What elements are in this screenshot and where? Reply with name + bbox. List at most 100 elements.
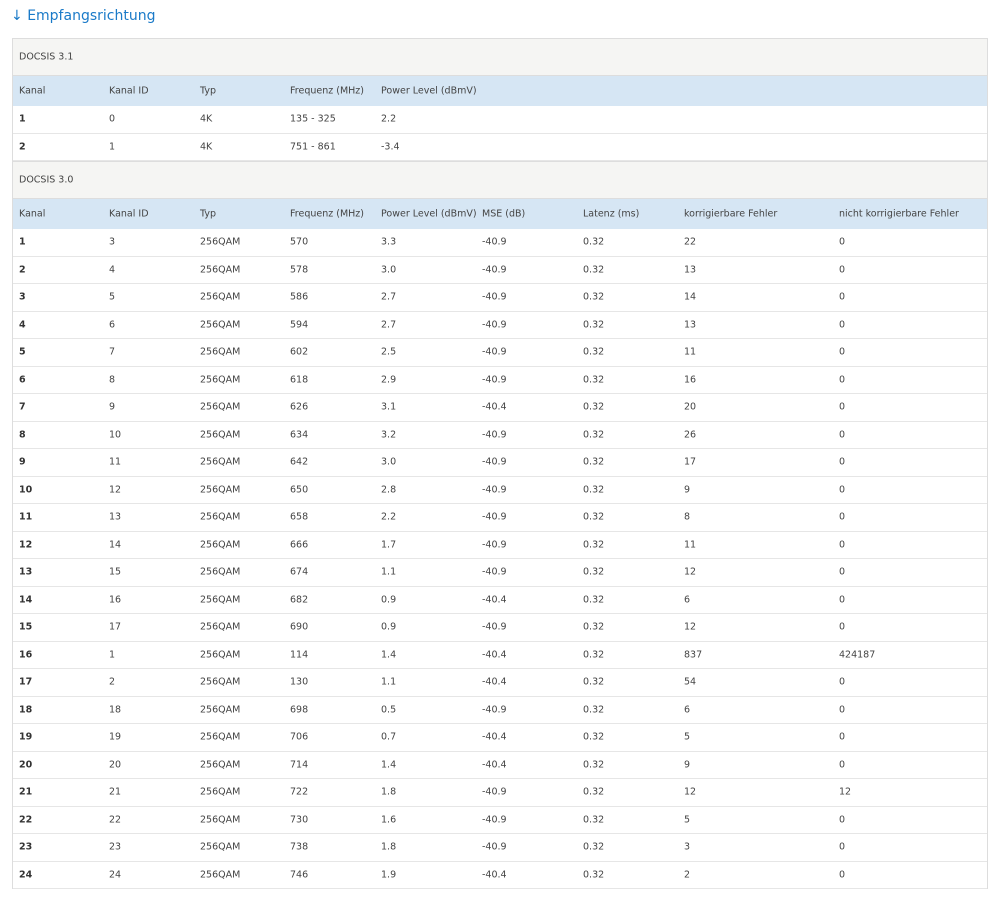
table-cell: 0 <box>839 456 846 468</box>
table-cell: 2.7 <box>381 291 397 303</box>
table-cell: 14 <box>19 594 33 606</box>
table-cell: 7 <box>109 346 116 358</box>
table-cell: -40.9 <box>482 264 507 276</box>
table-cell: 256QAM <box>200 759 241 771</box>
table-cell: 3.2 <box>381 429 397 441</box>
table-cell: 0.32 <box>583 319 605 331</box>
table-cell: 114 <box>290 649 309 661</box>
table-cell: -40.9 <box>482 511 507 523</box>
table-cell: 706 <box>290 731 309 743</box>
table-cell: -40.9 <box>482 566 507 578</box>
table-cell: 1.1 <box>381 566 397 578</box>
table-row: 2 1 4K 751 - 861 -3.4 <box>13 133 987 161</box>
table-cell: 20 <box>684 401 697 413</box>
table-cell: -40.4 <box>482 594 507 606</box>
table-cell: 0 <box>839 594 846 606</box>
table-cell: -40.9 <box>482 484 507 496</box>
table-cell: 256QAM <box>200 841 241 853</box>
table-cell: 0.32 <box>583 401 605 413</box>
table-cell: 1.4 <box>381 649 397 661</box>
table-cell: 5 <box>19 346 26 358</box>
table-cell: 3 <box>684 841 691 853</box>
table-cell: 0 <box>839 814 846 826</box>
table-cell: 13 <box>19 566 33 578</box>
table-cell: -40.9 <box>482 319 507 331</box>
table-cell: 6 <box>109 319 116 331</box>
table-cell: 0.32 <box>583 456 605 468</box>
table-cell: 586 <box>290 291 309 303</box>
table-cell: 6 <box>19 374 26 386</box>
table-cell: 0.32 <box>583 814 605 826</box>
table-cell: 0.5 <box>381 704 397 716</box>
table-row: 1 3 256QAM 570 3.3 -40.9 0.32 22 0 <box>13 229 987 257</box>
table-cell: -40.9 <box>482 236 507 248</box>
table-cell: 4K <box>200 113 213 125</box>
table-cell: 256QAM <box>200 594 241 606</box>
table-cell: 15 <box>109 566 122 578</box>
table-cell: 256QAM <box>200 566 241 578</box>
table-cell: 0.32 <box>583 676 605 688</box>
table-cell: 634 <box>290 429 309 441</box>
table-cell: 0.32 <box>583 511 605 523</box>
table-cell: 256QAM <box>200 264 241 276</box>
table-row: 10 12 256QAM 650 2.8 -40.9 0.32 9 0 <box>13 476 987 504</box>
table-cell: 6 <box>684 594 691 606</box>
table-cell: 0 <box>839 291 846 303</box>
table-cell: 682 <box>290 594 309 606</box>
table-cell: 12 <box>19 539 33 551</box>
table-cell: 0.32 <box>583 429 605 441</box>
table-cell: 256QAM <box>200 346 241 358</box>
table-cell: 730 <box>290 814 309 826</box>
table-cell: 0 <box>839 429 846 441</box>
table-cell: 3.1 <box>381 401 397 413</box>
column-header: Kanal <box>19 85 46 97</box>
table-cell: 1.8 <box>381 841 397 853</box>
table-cell: 5 <box>684 814 691 826</box>
table-cell: 256QAM <box>200 401 241 413</box>
table-cell: -40.4 <box>482 869 507 881</box>
table-cell: 16 <box>109 594 122 606</box>
table-cell: 0 <box>839 704 846 716</box>
table-row: 18 18 256QAM 698 0.5 -40.9 0.32 6 0 <box>13 696 987 724</box>
table-cell: 17 <box>684 456 697 468</box>
table-cell: 674 <box>290 566 309 578</box>
table-cell: 0.32 <box>583 786 605 798</box>
table-cell: 0 <box>839 841 846 853</box>
table-cell: -40.9 <box>482 429 507 441</box>
table-cell: 594 <box>290 319 309 331</box>
table-cell: 0 <box>839 319 846 331</box>
section-title-text: Empfangsrichtung <box>27 8 156 24</box>
table-cell: 12 <box>839 786 852 798</box>
table-cell: 2.2 <box>381 113 397 125</box>
table-cell: 0.32 <box>583 566 605 578</box>
table-cell: 2.7 <box>381 319 397 331</box>
table-cell: 4 <box>19 319 26 331</box>
column-header: Typ <box>200 208 216 220</box>
table-row: 17 2 256QAM 130 1.1 -40.4 0.32 54 0 <box>13 669 987 697</box>
table-cell: 2.5 <box>381 346 397 358</box>
table-cell: 0.32 <box>583 704 605 716</box>
table-cell: 11 <box>109 456 122 468</box>
table-cell: 8 <box>109 374 116 386</box>
table-row: 16 1 256QAM 114 1.4 -40.4 0.32 837 424187 <box>13 641 987 669</box>
table-cell: -40.4 <box>482 649 507 661</box>
table-row: 23 23 256QAM 738 1.8 -40.9 0.32 3 0 <box>13 834 987 862</box>
table-cell: 256QAM <box>200 374 241 386</box>
table-cell: 0 <box>839 676 846 688</box>
table-cell: 2 <box>109 676 116 688</box>
table-cell: 0 <box>109 113 116 125</box>
table-cell: 10 <box>109 429 122 441</box>
table-row: 3 5 256QAM 586 2.7 -40.9 0.32 14 0 <box>13 284 987 312</box>
table-cell: 26 <box>684 429 697 441</box>
table-cell: 1.6 <box>381 814 397 826</box>
table-cell: 256QAM <box>200 319 241 331</box>
table-cell: 7 <box>19 401 26 413</box>
section-header-text: DOCSIS 3.0 <box>19 174 74 186</box>
table-cell: 0.32 <box>583 346 605 358</box>
table-cell: 1 <box>109 141 116 153</box>
table-cell: 12 <box>684 566 697 578</box>
column-header: Frequenz (MHz) <box>290 85 364 97</box>
table-cell: 256QAM <box>200 869 241 881</box>
table-cell: 570 <box>290 236 309 248</box>
